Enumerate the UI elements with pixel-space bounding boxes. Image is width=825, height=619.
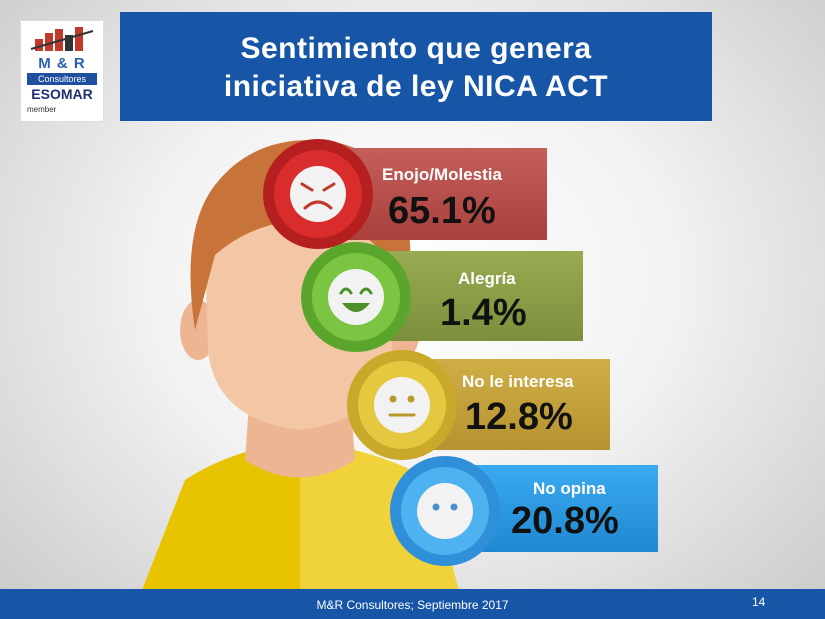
value-label: 1.4% [440,292,527,334]
blank-face-icon [390,456,500,566]
logo-esomar: ESOMAR [31,86,93,102]
title-line-1: Sentimiento que genera [240,32,592,65]
title-banner: Sentimiento que genera iniciativa de ley… [120,12,712,121]
category-label: Enojo/Molestia [382,165,502,184]
value-label: 12.8% [465,396,573,438]
angry-face-icon [263,139,373,249]
logo-consultores: Consultores [27,73,97,85]
neutral-face-icon [347,350,457,460]
shirt-left [140,440,300,595]
value-label: 65.1% [388,190,496,232]
category-label: No opina [533,479,606,498]
footer-bar: M&R Consultores; Septiembre 2017 14 [0,589,825,619]
footer-source: M&R Consultores; Septiembre 2017 [316,598,509,612]
logo-member: member [27,105,57,114]
happy-face-icon [301,242,411,352]
category-label: Alegría [458,269,516,288]
company-logo: M & R Consultores ESOMAR member [20,20,104,122]
category-label: No le interesa [462,372,574,391]
title-line-2: iniciativa de ley NICA ACT [223,70,609,103]
bar-chart-logo-icon [30,27,94,51]
page-number: 14 [752,595,766,609]
value-label: 20.8% [511,500,619,542]
logo-brand: M & R [38,55,86,72]
